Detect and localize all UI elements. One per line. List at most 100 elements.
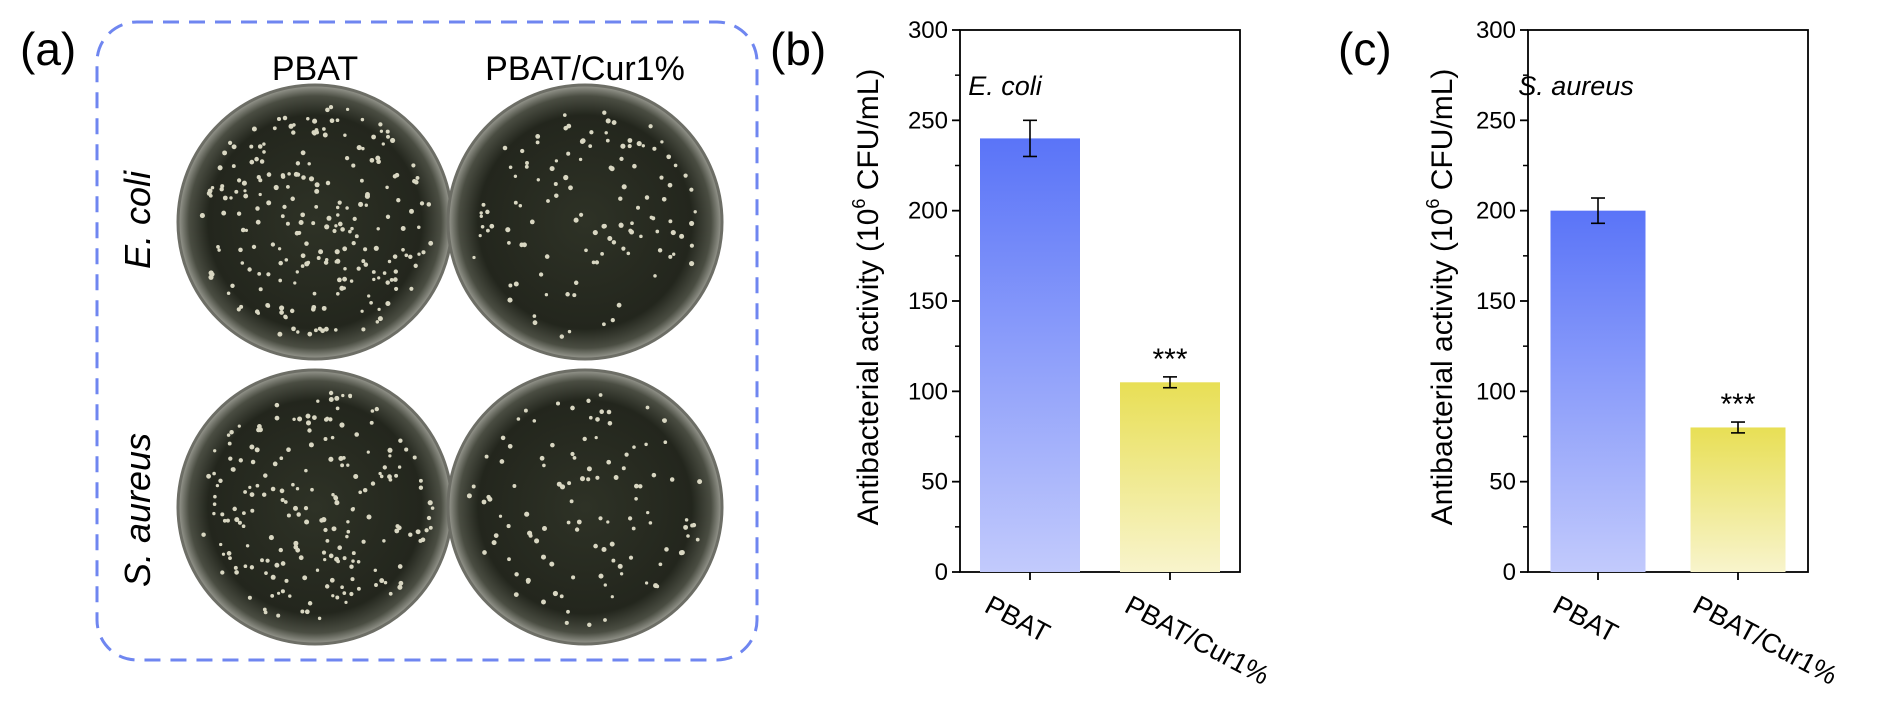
colony-dot <box>607 236 613 241</box>
colony-dot <box>598 393 603 397</box>
bar-pbat-cur <box>1690 427 1786 572</box>
colony-dot <box>328 397 334 402</box>
colony-dot <box>280 561 286 566</box>
colony-dot <box>337 200 342 205</box>
colony-dot <box>574 527 580 532</box>
colony-dot <box>394 473 399 478</box>
colony-dot <box>228 140 233 145</box>
colony-dot <box>634 497 638 501</box>
colony-dot <box>532 320 538 326</box>
colony-dot <box>586 477 591 482</box>
colony-dot <box>239 304 244 309</box>
colony-dot <box>394 172 400 178</box>
colony-dot <box>272 126 277 131</box>
colony-dot <box>646 510 650 515</box>
colony-dot <box>334 224 338 228</box>
colony-dot <box>238 458 243 463</box>
colony-dot <box>471 484 476 489</box>
colony-dot <box>519 242 524 248</box>
colony-dot <box>273 184 279 191</box>
colony-dot <box>349 564 354 569</box>
colony-dot <box>659 175 664 180</box>
x-category-label: PBAT/Cur1% <box>1120 590 1274 691</box>
colony-dot <box>385 300 391 307</box>
colony-dot <box>240 227 246 233</box>
panel-b-label: (b) <box>770 23 826 75</box>
colony-dot <box>245 544 250 548</box>
colony-dot <box>363 247 368 252</box>
colony-dot <box>346 529 351 534</box>
colony-dot <box>323 527 328 533</box>
colony-dot <box>657 248 663 253</box>
colony-dot <box>314 188 320 194</box>
colony-dot <box>243 490 248 494</box>
colony-dot <box>220 512 225 517</box>
colony-dot <box>418 478 423 483</box>
colony-dot <box>324 257 329 262</box>
colony-dot <box>484 454 489 459</box>
colony-dot <box>658 562 663 567</box>
colony-dot <box>408 254 413 260</box>
colony-dot <box>663 440 668 445</box>
colony-dot <box>689 261 695 267</box>
colony-dot <box>279 310 284 315</box>
colony-dot <box>225 518 230 523</box>
colony-dot <box>344 155 350 161</box>
colony-dot <box>678 550 684 556</box>
colony-dot <box>213 494 217 499</box>
colony-dot <box>546 199 550 203</box>
colony-dot <box>690 523 695 528</box>
colony-dot <box>335 205 340 210</box>
colony-dot <box>233 565 238 570</box>
colony-dot <box>598 573 604 579</box>
colony-dot <box>329 577 335 583</box>
colony-dot <box>321 550 327 555</box>
colony-dot <box>544 293 549 297</box>
colony-dot <box>339 285 345 291</box>
panel-a-label: (a) <box>20 23 76 75</box>
colony-dot <box>322 132 328 138</box>
colony-dot <box>231 164 236 169</box>
petri-dish-plate <box>176 83 454 361</box>
colony-dot <box>358 201 364 207</box>
colony-dot <box>382 465 387 470</box>
colony-dot <box>329 118 335 124</box>
colony-dot <box>262 150 266 154</box>
y-axis-title-exponent: 6 <box>849 199 869 209</box>
colony-dot <box>562 113 567 117</box>
column-label-pbat-cur: PBAT/Cur1% <box>485 50 685 88</box>
colony-dot <box>554 193 559 198</box>
colony-dot <box>301 175 306 180</box>
colony-dot <box>556 481 562 487</box>
colony-dot <box>421 250 426 255</box>
colony-dot <box>345 206 349 210</box>
colony-dot <box>371 270 376 274</box>
colony-dot <box>485 228 490 233</box>
colony-dot <box>610 595 614 599</box>
colony-dot <box>262 142 266 146</box>
colony-dot <box>307 428 312 433</box>
colony-dot <box>229 429 234 435</box>
colony-dot <box>286 447 291 453</box>
colony-dot <box>317 616 322 621</box>
colony-dot <box>320 328 325 334</box>
colony-dot <box>350 507 355 512</box>
colony-dot <box>322 127 326 131</box>
colony-dot <box>247 267 252 272</box>
colony-dot <box>324 224 330 230</box>
colony-dot <box>274 402 280 408</box>
colony-dot <box>572 456 577 460</box>
colony-dot <box>513 592 519 598</box>
colony-dot <box>295 487 300 491</box>
colony-dot <box>257 424 262 429</box>
colony-dot <box>338 455 344 462</box>
colony-dot <box>263 610 268 615</box>
colony-dot <box>632 163 637 169</box>
colony-dot <box>576 519 582 525</box>
colony-dot <box>284 578 289 583</box>
colony-dot <box>387 447 393 453</box>
colony-dot <box>311 221 316 226</box>
colony-dot <box>274 562 280 568</box>
colony-dot <box>417 252 421 256</box>
